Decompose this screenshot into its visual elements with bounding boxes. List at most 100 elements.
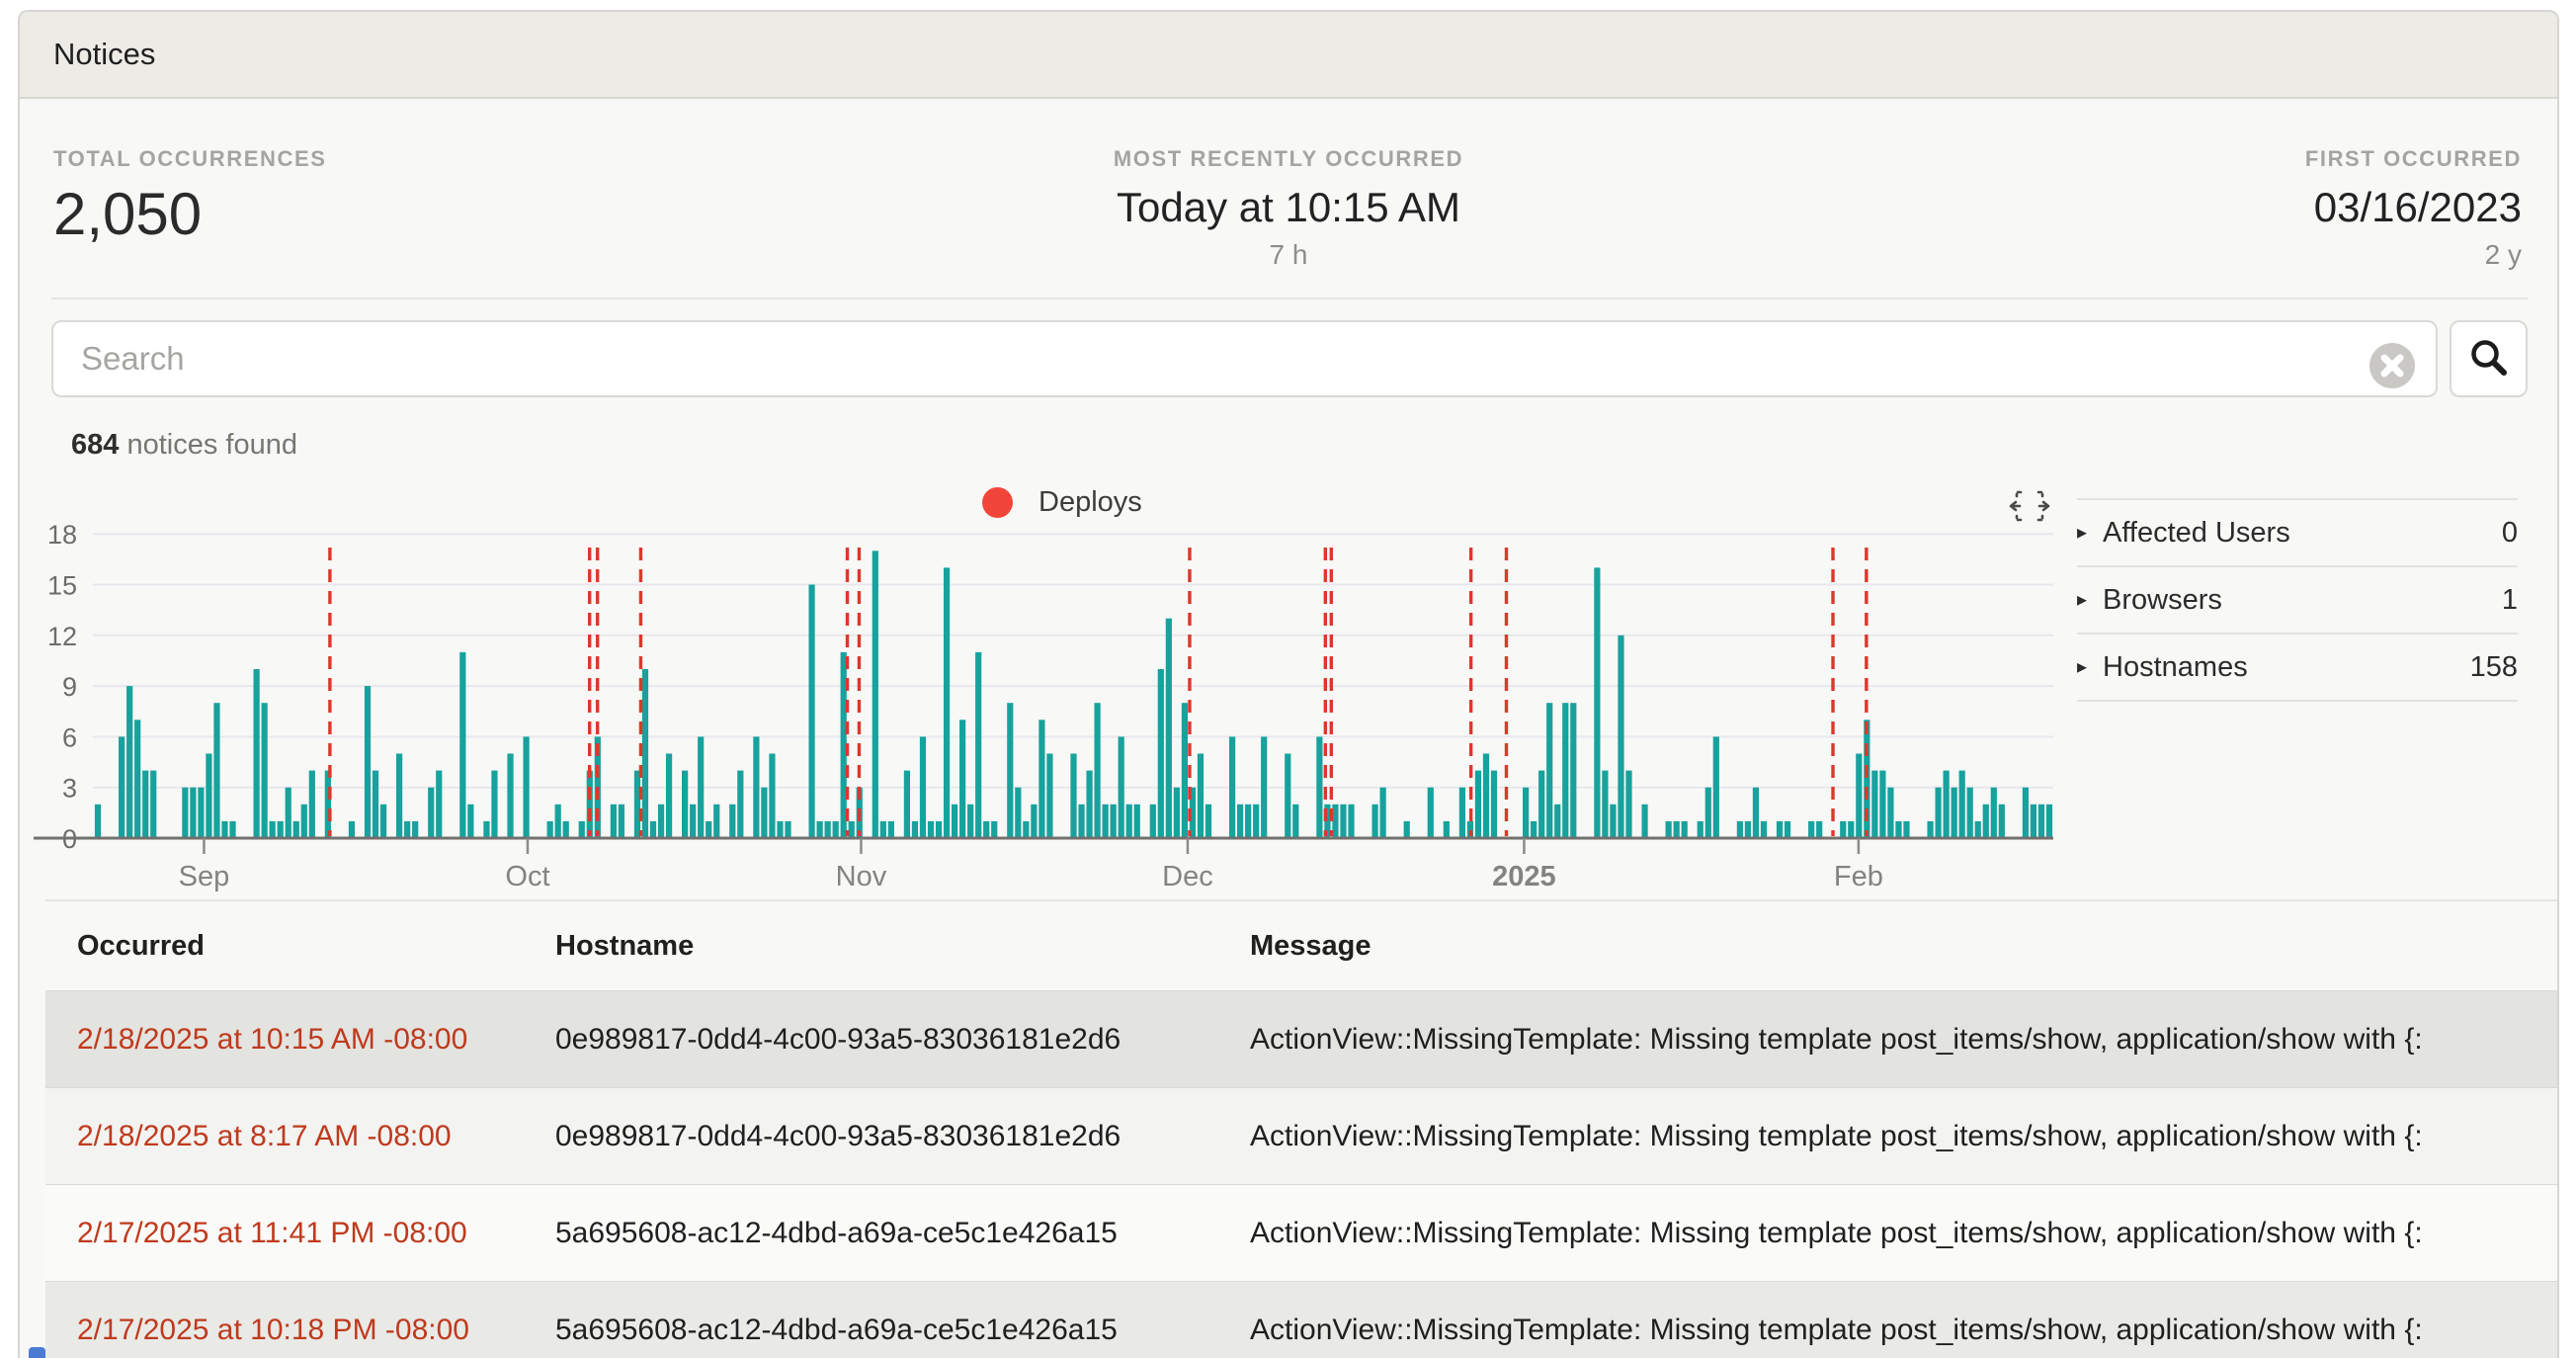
stats-divider [51,297,2528,299]
chart-bar [292,820,299,838]
chart-bar [221,820,228,838]
chart-bar [1523,787,1530,838]
chart-bar [2045,804,2053,838]
notice-row[interactable]: 2/17/2025 at 10:18 PM -08:00 5a695608-ac1… [45,1281,2557,1358]
stat-total-occurrences: TOTAL OCCURRENCES 2,050 [53,146,327,248]
chart-bar [467,804,474,838]
chart-bar [911,820,919,838]
chart-bar [1261,736,1268,838]
occurrences-chart[interactable]: 0 3 6 9 12 15 18 Sep Oct Nov Dec 2025 Feb [20,496,2549,921]
chart-bar [1887,787,1894,838]
chart-bar [578,820,585,838]
chart-bar [324,770,331,838]
facet-value: 158 [2469,650,2518,683]
occurred-link[interactable]: 2/17/2025 at 11:41 PM -08:00 [77,1216,467,1249]
chart-bar [1958,770,1965,838]
chart-bar [832,820,839,838]
x-tick-label: 2025 [1492,861,1556,892]
chart-bar [682,770,689,838]
chart-bar [887,820,894,838]
chart-bar [729,804,736,838]
chart-bar [308,770,315,838]
chart-bar [657,804,665,838]
chart-bar [967,804,974,838]
chart-bar [1125,804,1132,838]
chart-bar [1736,820,1743,838]
chart-bar [1840,820,1847,838]
notice-row[interactable]: 2/18/2025 at 8:17 AM -08:00 0e989817-0dd4… [45,1087,2557,1184]
notice-row[interactable]: 2/18/2025 at 10:15 AM -08:00 0e989817-0dd… [45,990,2557,1087]
chart-legend: Deploys [982,486,1142,519]
chart-bar [1458,787,1465,838]
chart-bar [1927,820,1934,838]
facet-row-affected-users[interactable]: ▸ Affected Users 0 [2077,498,2518,565]
hostname-cell: 0e989817-0dd4-4c00-93a5-83036181e2d6 [555,1119,1122,1152]
chart-bar [1538,770,1545,838]
chart-bar [182,787,189,838]
chart-bar [1245,804,1252,838]
chart-bar [903,770,911,838]
chart-bar [1371,804,1378,838]
chart-bar [404,820,411,838]
occurred-link[interactable]: 2/18/2025 at 10:15 AM -08:00 [77,1022,468,1056]
y-tick-label: 9 [62,672,77,702]
chart-bar [1443,820,1450,838]
chart-bar [1149,804,1156,838]
chart-bar [261,703,268,838]
chart-bar [459,651,466,838]
link-preview-sliver [29,1347,45,1358]
search-input[interactable] [51,320,2438,397]
facet-row-browsers[interactable]: ▸ Browsers 1 [2077,565,2518,633]
occurred-link[interactable]: 2/18/2025 at 8:17 AM -08:00 [77,1119,452,1152]
x-tick-label: Feb [1834,861,1883,892]
chart-bar [1292,804,1299,838]
chart-bar [1879,770,1886,838]
chart-bar [1903,820,1910,838]
chart-bar [364,686,372,838]
occurred-link[interactable]: 2/17/2025 at 10:18 PM -08:00 [77,1313,469,1346]
chart-bar [1681,820,1688,838]
chart-bar [491,770,498,838]
chart-bar [554,804,561,838]
facet-row-hostnames[interactable]: ▸ Hostnames 158 [2077,633,2518,702]
x-tick-label: Nov [836,861,887,892]
y-tick-label: 15 [47,571,77,601]
chart-bar [1570,703,1577,838]
chart-bar [277,820,284,838]
chart-bar [785,820,791,838]
stat-first-label: FIRST OCCURRED [2304,146,2522,171]
search-submit-button[interactable] [2450,320,2528,397]
chevron-right-icon: ▸ [2077,522,2088,544]
chart-bar [983,820,990,838]
deploys-legend-dot-icon [982,487,1013,518]
column-header-hostname: Hostname [555,929,695,962]
stat-most-recent: MOST RECENTLY OCCURRED Today at 10:15 AM… [20,146,2557,271]
chart-bar [1316,736,1323,838]
chart-bar [1848,820,1855,838]
chart-bar [546,820,553,838]
notices-table: Occurred Hostname Message 2/18/2025 at 1… [45,899,2557,1358]
chart-bar [119,736,125,838]
chart-bar [523,736,530,838]
chart-bar [1864,720,1870,838]
chart-bar [991,820,998,838]
stat-total-value: 2,050 [53,181,203,247]
chart-bar [1237,804,1244,838]
chart-bar [975,651,982,838]
chart-bar [808,584,815,838]
chart-bar [150,770,157,838]
notice-row[interactable]: 2/17/2025 at 11:41 PM -08:00 5a695608-ac1… [45,1184,2557,1281]
chart-bar [1935,787,1942,838]
chart-bar [753,736,760,838]
expand-chart-button[interactable] [2008,484,2051,528]
facet-label: Hostnames [2103,650,2248,683]
chart-bar [229,820,236,838]
chart-bar [1490,770,1498,838]
chart-bar [94,804,102,838]
clear-search-button[interactable] [2369,343,2415,388]
occurred-cell: 2/17/2025 at 11:41 PM -08:00 [45,1217,524,1250]
stat-recent-ago: 7 h [1269,239,1308,270]
chart-bar [610,804,617,838]
results-count-suffix: notices found [119,429,297,461]
chart-bar [1379,787,1386,838]
